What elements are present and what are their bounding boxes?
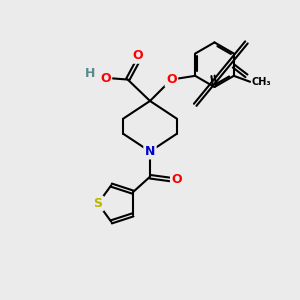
Text: O: O [171, 173, 182, 186]
Text: N: N [145, 145, 155, 158]
Text: O: O [100, 72, 111, 85]
Text: O: O [166, 73, 177, 86]
Text: O: O [133, 49, 143, 62]
Text: H: H [85, 67, 96, 80]
Text: CH₃: CH₃ [252, 77, 271, 87]
Text: S: S [94, 197, 103, 210]
